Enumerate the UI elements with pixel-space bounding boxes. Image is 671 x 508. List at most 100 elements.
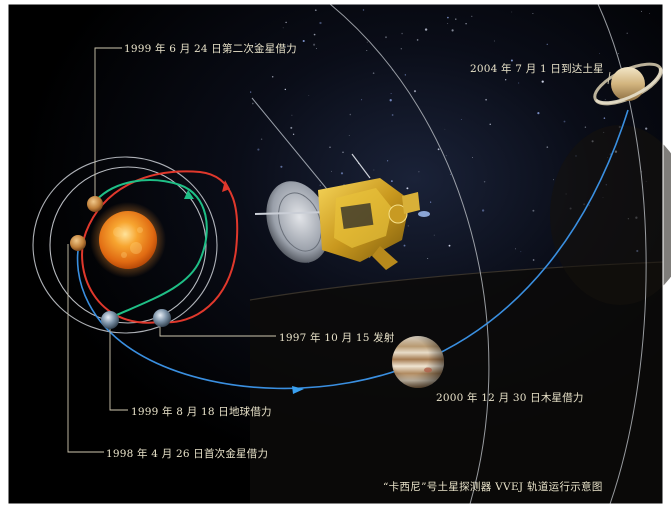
star <box>444 128 446 130</box>
star <box>563 120 566 123</box>
star <box>251 102 254 105</box>
star <box>599 53 600 54</box>
star <box>437 148 440 151</box>
cassini-spacecraft-icon <box>251 97 430 270</box>
star <box>460 119 462 121</box>
star <box>385 36 387 39</box>
star <box>285 21 287 24</box>
star <box>348 135 350 136</box>
star <box>520 251 522 253</box>
star <box>386 160 389 162</box>
trajectory-arrow-red <box>222 180 230 192</box>
star <box>532 209 535 212</box>
jupiter-icon <box>392 336 444 388</box>
label-saturn-arrival: 2004 年 7 月 1 日到达土星 <box>470 63 604 75</box>
star <box>366 50 368 52</box>
label-venus-flyby-2: 1999 年 6 月 24 日第二次金星借力 <box>124 43 297 55</box>
star <box>413 90 417 93</box>
star <box>316 48 317 50</box>
venus-icon-2 <box>70 235 86 251</box>
star <box>584 126 587 128</box>
star <box>400 48 402 50</box>
star <box>343 184 345 186</box>
star <box>447 22 449 25</box>
sun-icon <box>99 211 157 269</box>
star <box>257 148 260 151</box>
star <box>406 187 409 190</box>
star <box>518 82 520 84</box>
star <box>617 53 619 55</box>
star <box>455 18 457 20</box>
star <box>319 21 322 25</box>
star <box>372 72 375 74</box>
star <box>427 258 429 259</box>
star <box>433 234 435 236</box>
star <box>472 157 474 158</box>
star <box>307 262 309 264</box>
orbit-arc-jupiter <box>329 3 490 505</box>
star <box>448 244 451 247</box>
star <box>331 170 332 172</box>
star <box>280 165 283 168</box>
star <box>641 10 642 12</box>
star <box>532 259 535 261</box>
trajectory-arrow-green <box>184 190 194 199</box>
star <box>313 43 316 46</box>
star <box>645 127 648 130</box>
star <box>511 11 513 13</box>
star <box>537 112 540 115</box>
star <box>250 91 252 93</box>
label-earth-flyby: 1999 年 8 月 18 日地球借力 <box>131 406 272 418</box>
star <box>255 43 257 45</box>
star <box>329 146 331 148</box>
star <box>291 114 293 116</box>
sun-surface <box>113 227 143 258</box>
star <box>302 39 305 43</box>
star <box>451 29 454 32</box>
star <box>649 13 650 15</box>
star <box>424 28 428 31</box>
saturn-icon <box>593 62 663 106</box>
label-jupiter-flyby: 2000 年 12 月 30 日木星借力 <box>436 392 584 404</box>
star <box>493 40 495 42</box>
star <box>445 155 447 157</box>
star <box>290 126 293 129</box>
star <box>447 16 449 19</box>
horizon-shadow <box>250 262 663 504</box>
leader-lines <box>67 47 611 453</box>
star <box>553 63 555 65</box>
star <box>282 27 284 29</box>
star <box>390 92 392 94</box>
star <box>342 151 344 153</box>
star <box>391 180 393 182</box>
star <box>603 117 606 119</box>
star <box>416 39 419 41</box>
star <box>313 33 316 36</box>
star <box>553 179 555 181</box>
star <box>532 12 534 15</box>
star <box>284 46 286 48</box>
earth-icon <box>101 311 119 329</box>
star <box>430 201 432 203</box>
trajectory-venus-loop <box>92 179 208 319</box>
venus-icon <box>87 196 103 212</box>
star <box>626 32 628 34</box>
star <box>361 99 363 101</box>
star <box>308 95 310 96</box>
star <box>373 169 375 171</box>
star <box>349 113 352 116</box>
star <box>546 146 549 148</box>
label-launch: 1997 年 10 月 15 发射 <box>279 332 395 344</box>
star <box>510 59 513 62</box>
orbit-arc-saturn <box>597 3 647 505</box>
star <box>604 99 606 101</box>
star <box>465 22 467 25</box>
star <box>391 114 394 116</box>
star <box>284 88 286 91</box>
trajectory-outbound <box>76 109 629 390</box>
trajectory-launch-loop <box>81 170 239 324</box>
diagram-caption: “卡西尼”号土星探测器 VVEJ 轨道运行示意图 <box>383 481 603 493</box>
star <box>489 123 491 125</box>
star <box>292 133 295 135</box>
